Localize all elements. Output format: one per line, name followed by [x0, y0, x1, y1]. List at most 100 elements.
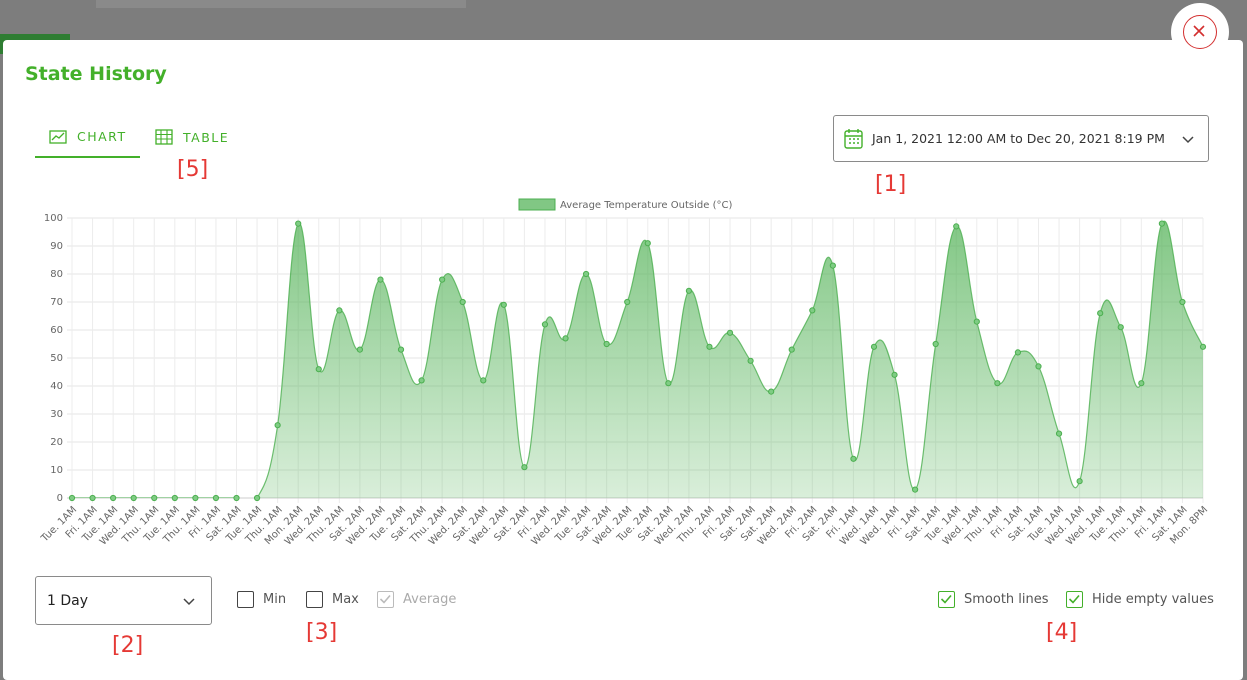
checkbox-label: Average	[403, 592, 457, 607]
point	[295, 220, 302, 227]
checkbox[interactable]: Hide empty values	[1066, 591, 1214, 608]
point	[829, 262, 836, 269]
tab-table[interactable]: TABLE	[155, 129, 229, 145]
checkbox[interactable]: Max	[306, 591, 359, 608]
tab-label: TABLE	[183, 129, 230, 145]
point	[582, 270, 590, 278]
y-tick-label: 0	[57, 493, 63, 504]
point	[192, 494, 199, 502]
y-tick-label: 80	[50, 269, 63, 280]
point	[850, 455, 857, 462]
point	[1035, 363, 1042, 370]
point	[1014, 349, 1022, 356]
point	[418, 377, 425, 384]
point	[130, 494, 137, 502]
checkbox-box	[1066, 591, 1083, 608]
interval-value: 1 Day	[47, 592, 89, 609]
point	[233, 494, 240, 502]
series	[72, 220, 1204, 498]
point	[891, 371, 898, 378]
point	[809, 307, 816, 314]
point	[480, 377, 487, 384]
point	[706, 343, 713, 350]
point	[212, 494, 220, 502]
point	[788, 346, 795, 353]
point	[171, 494, 178, 502]
point	[68, 494, 76, 502]
checkbox[interactable]: Smooth lines	[938, 591, 1049, 608]
annotation: [2]	[112, 633, 144, 658]
dialog-title: State History	[25, 63, 167, 85]
point	[1117, 324, 1124, 331]
annotation: [1]	[875, 172, 907, 197]
background-bar	[96, 0, 466, 8]
point	[253, 494, 261, 502]
point	[973, 318, 980, 325]
point	[768, 388, 775, 395]
point	[912, 486, 919, 493]
annotation: [5]	[177, 157, 209, 182]
point	[665, 380, 672, 387]
point	[1138, 380, 1145, 387]
point	[89, 494, 96, 502]
checkbox-label: Smooth lines	[964, 592, 1049, 607]
date-range-text: Jan 1, 2021 12:00 AM to Dec 20, 2021 8:1…	[872, 131, 1165, 146]
point	[110, 494, 117, 502]
point	[1055, 430, 1063, 437]
point	[397, 346, 405, 353]
checkbox-label: Hide empty values	[1092, 592, 1214, 607]
point	[1199, 343, 1207, 350]
interval-select[interactable]: 1 Day	[35, 576, 212, 625]
close-button[interactable]	[1171, 3, 1229, 61]
point	[459, 298, 466, 306]
point	[726, 329, 734, 336]
point	[685, 287, 693, 294]
point	[870, 343, 878, 350]
point	[274, 422, 281, 429]
y-tick-label: 60	[50, 325, 63, 336]
point	[747, 357, 754, 364]
y-tick-label: 40	[50, 381, 63, 392]
tab-label: CHART	[77, 129, 127, 144]
y-tick-label: 50	[50, 353, 63, 364]
area	[72, 221, 1203, 498]
point	[439, 276, 446, 283]
legend-swatch	[518, 198, 556, 211]
point	[953, 223, 960, 230]
y-tick-label: 20	[50, 437, 63, 448]
annotation: [3]	[306, 620, 338, 645]
checkbox-label: Max	[332, 592, 359, 607]
point	[1179, 298, 1186, 306]
checkbox-box	[306, 591, 323, 608]
checkbox-label: Min	[263, 592, 287, 607]
date-range-picker[interactable]: Jan 1, 2021 12:00 AM to Dec 20, 2021 8:1…	[833, 115, 1209, 162]
y-tick-label: 70	[50, 297, 63, 308]
checkbox-box	[377, 591, 394, 608]
point	[994, 380, 1001, 387]
checkbox[interactable]: Min	[237, 591, 286, 608]
annotation: [4]	[1046, 620, 1078, 645]
point	[624, 298, 631, 306]
point	[562, 335, 569, 342]
point	[1076, 478, 1083, 485]
point	[500, 301, 507, 308]
y-tick-label: 90	[50, 241, 63, 252]
point	[151, 494, 158, 502]
point	[1097, 310, 1104, 317]
point	[932, 340, 939, 348]
y-tick-label: 100	[44, 213, 63, 224]
point	[356, 346, 363, 353]
legend-label: Average Temperature Outside (°C)	[560, 200, 732, 211]
checkbox-box	[237, 591, 254, 608]
y-tick-label: 30	[50, 409, 63, 420]
checkbox: Average	[377, 591, 456, 608]
point	[377, 276, 384, 283]
tab-indicator	[35, 156, 140, 158]
tab-chart[interactable]: CHART	[49, 129, 127, 144]
checkbox-box	[938, 591, 955, 608]
point	[1158, 220, 1165, 227]
y-tick-label: 10	[50, 465, 63, 476]
point	[644, 240, 651, 247]
